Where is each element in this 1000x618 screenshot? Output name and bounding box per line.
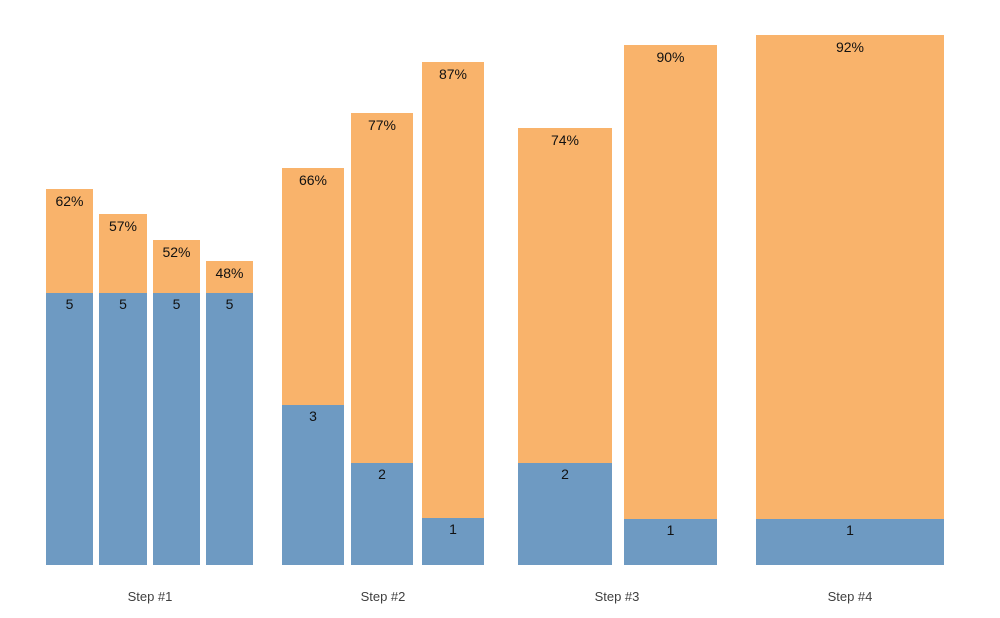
bar-step1-1: 62% 5 bbox=[46, 189, 93, 565]
bar-percent-label: 90% bbox=[656, 49, 685, 65]
bar-percent-label: 62% bbox=[55, 193, 84, 209]
bar-percent-label: 52% bbox=[162, 244, 191, 260]
axis-label-step-2: Step #2 bbox=[360, 589, 406, 604]
bar-count-label: 5 bbox=[172, 296, 181, 312]
bar-bottom-segment: 2 bbox=[351, 463, 413, 565]
bar-step1-4: 48% 5 bbox=[206, 261, 253, 565]
bar-count-label: 1 bbox=[846, 522, 854, 538]
bar-count-label: 5 bbox=[225, 296, 234, 312]
axis-label-step-1: Step #1 bbox=[127, 589, 173, 604]
bar-step4-1: 92% 1 bbox=[756, 35, 944, 565]
bar-bottom-segment: 5 bbox=[206, 293, 253, 565]
bar-count-label: 2 bbox=[561, 466, 569, 482]
bar-bottom-segment: 3 bbox=[282, 405, 344, 565]
axis-label-step-3: Step #3 bbox=[594, 589, 640, 604]
bar-bottom-segment: 2 bbox=[518, 463, 612, 565]
bar-bottom-segment: 5 bbox=[153, 293, 200, 565]
bar-bottom-segment: 5 bbox=[46, 293, 93, 565]
bar-percent-label: 48% bbox=[215, 265, 244, 281]
bar-bottom-segment: 1 bbox=[624, 519, 717, 565]
bar-percent-label: 77% bbox=[367, 117, 397, 133]
bar-bottom-segment: 5 bbox=[99, 293, 147, 565]
bar-percent-label: 87% bbox=[438, 66, 468, 82]
bar-percent-label: 66% bbox=[298, 172, 328, 188]
bar-bottom-segment: 1 bbox=[422, 518, 484, 565]
bar-count-label: 5 bbox=[119, 296, 127, 312]
bar-count-label: 1 bbox=[666, 522, 675, 538]
bar-step2-2: 77% 2 bbox=[351, 113, 413, 565]
bar-step1-2: 57% 5 bbox=[99, 214, 147, 565]
bar-step2-3: 87% 1 bbox=[422, 62, 484, 565]
axis-label-step-4: Step #4 bbox=[827, 589, 873, 604]
bar-count-label: 3 bbox=[309, 408, 317, 424]
bar-step2-1: 66% 3 bbox=[282, 168, 344, 565]
bar-step3-2: 90% 1 bbox=[624, 45, 717, 565]
bar-percent-label: 74% bbox=[550, 132, 580, 148]
bar-step1-3: 52% 5 bbox=[153, 240, 200, 565]
bar-step3-1: 74% 2 bbox=[518, 128, 612, 565]
bar-count-label: 2 bbox=[378, 466, 386, 482]
bar-percent-label: 92% bbox=[835, 39, 865, 55]
bar-bottom-segment: 1 bbox=[756, 519, 944, 565]
bar-percent-label: 57% bbox=[108, 218, 138, 234]
bar-count-label: 1 bbox=[449, 521, 457, 537]
bar-count-label: 5 bbox=[65, 296, 74, 312]
